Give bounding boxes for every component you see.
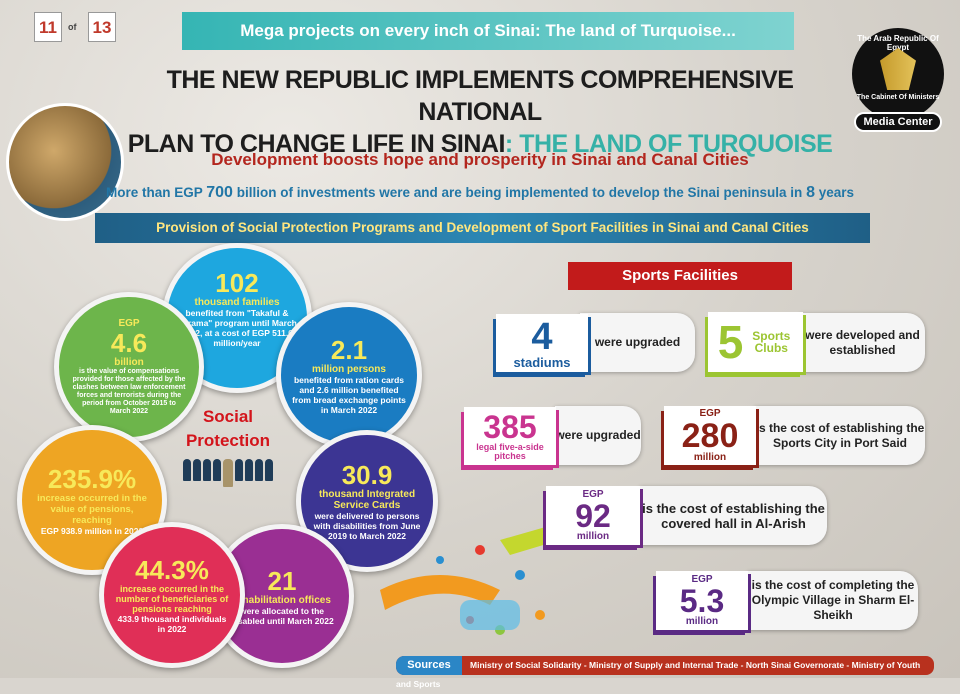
investment-post2: years (814, 185, 855, 200)
stat-value: 30.9 (341, 460, 393, 490)
card-value: 385 (483, 409, 537, 445)
circle-compensation: EGP 4.6 billion is the value of compensa… (54, 292, 204, 442)
circle-ration: 2.1 million persons benefited from ratio… (276, 302, 422, 448)
sources-bar: Sources Ministry of Social Solidarity - M… (396, 656, 934, 689)
card-label: Sports Clubs (752, 329, 791, 355)
circle-cards: 30.9 thousand Integrated Service Cards w… (296, 430, 438, 572)
sports-card-text: were developed and established (800, 313, 925, 372)
sources-label: Sources (396, 656, 462, 675)
sports-card-text: were upgraded (555, 406, 641, 465)
card-value: 280 (681, 416, 739, 455)
sports-card-pitches: 385 legal five-a-side pitches (464, 407, 556, 465)
logo-badge: Media Center (854, 112, 942, 132)
title-line1: Social (202, 407, 254, 426)
card-prefix: EGP (582, 488, 604, 500)
card-label: million (576, 530, 610, 542)
card-value: 92 (575, 497, 611, 534)
stat-value: 2.1 (330, 334, 368, 365)
sports-card-port-said: EGP 280 million (664, 406, 756, 465)
headline-highlight: : THE LAND OF TURQUOISE (504, 130, 833, 158)
sports-facilities-title: Sports Facilities (568, 262, 792, 290)
card-prefix: EGP (699, 407, 721, 419)
stat-text: is the value of compensations provided f… (72, 368, 186, 415)
investment-pre: More than EGP (105, 185, 207, 200)
stat-text: 433.9 thousand individuals in 2022 (117, 614, 227, 634)
card-prefix: EGP (691, 573, 713, 585)
logo-inner-text: The Cabinet Of Ministers (856, 94, 940, 101)
sports-card-stadiums: 4 stadiums (496, 314, 588, 372)
stat-value: 21 (267, 565, 297, 596)
card-value: 5.3 (679, 582, 725, 619)
sports-card-text: is the cost of completing the Olympic Vi… (748, 571, 918, 630)
headline: THE NEW REPUBLIC IMPLEMENTS COMPREHENSIV… (110, 64, 850, 160)
stat-unit: billion (114, 357, 144, 368)
card-label: million (685, 615, 719, 627)
headline-line1: THE NEW REPUBLIC IMPLEMENTS COMPREHENSIV… (166, 66, 794, 126)
stat-text: benefited from ration cards and 2.6 mill… (292, 374, 406, 415)
investment-amount: 700 (206, 184, 233, 201)
page-of: of (68, 22, 77, 32)
subtitle: Development boosts hope and prosperity i… (211, 150, 749, 169)
stat-value: 44.3% (135, 555, 209, 585)
logo-ring-text: The Arab Republic Of Egypt (857, 34, 939, 52)
headline-line2: PLAN TO CHANGE LIFE IN SINAI (127, 130, 506, 158)
stat-value: 102 (215, 267, 259, 298)
stat-text: EGP 938.9 million in 2022 (40, 525, 144, 536)
investment-years: 8 (806, 184, 815, 201)
stat-unit: thousand Integrated Service Cards (318, 489, 416, 511)
sports-card-text: is the cost of establishing the covered … (640, 486, 827, 545)
sports-card-text: were upgraded (580, 313, 695, 372)
stat-prefix: EGP (118, 318, 140, 329)
investment-post: billion of investments were and are bein… (232, 185, 807, 200)
stat-unit: increase occurred in the value of pensio… (37, 492, 147, 526)
sports-card-al-arish: EGP 92 million (546, 486, 640, 545)
card-label: stadiums (513, 354, 571, 370)
current-page: 11 (34, 12, 62, 42)
sports-card-text: is the cost of establishing the Sports C… (755, 406, 925, 465)
sports-card-clubs: 5 Sports Clubs (708, 312, 803, 372)
stat-unit: increase occurred in the number of benef… (115, 584, 229, 614)
top-banner: Mega projects on every inch of Sinai: Th… (182, 12, 794, 50)
card-value: 5 (717, 316, 744, 368)
stat-value: 4.6 (110, 328, 148, 358)
stat-text: benefited from "Takaful & Karama" progra… (177, 307, 297, 348)
title-line2: Protection (185, 431, 271, 450)
stat-text: were allocated to the disabled until Mar… (230, 605, 334, 626)
total-pages: 13 (88, 12, 116, 42)
stat-value: 235.9% (47, 463, 137, 494)
stat-unit: thousand families (194, 296, 280, 308)
card-label: million (693, 451, 727, 463)
circle-beneficiaries: 44.3% increase occurred in the number of… (99, 522, 245, 668)
card-value: 4 (531, 315, 553, 358)
stat-unit: rehabilitation offices (233, 594, 331, 606)
sinai-map-image (6, 103, 124, 221)
stat-text: were delivered to persons with disabilit… (313, 511, 421, 541)
stat-unit: million persons (312, 363, 386, 375)
people-group-icon (168, 459, 288, 487)
media-center-logo: The Arab Republic Of Egypt The Cabinet O… (852, 28, 944, 132)
sources-text: Ministry of Social Solidarity - Ministry… (396, 660, 921, 689)
sports-card-sharm: EGP 5.3 million (656, 571, 748, 630)
social-protection-title: Social Protection (168, 405, 288, 505)
eagle-emblem-icon (880, 48, 916, 90)
investment-line: More than EGP 700 billion of investments… (0, 184, 960, 202)
section-band: Provision of Social Protection Programs … (95, 213, 870, 243)
card-label: legal five-a-side pitches (476, 442, 544, 461)
